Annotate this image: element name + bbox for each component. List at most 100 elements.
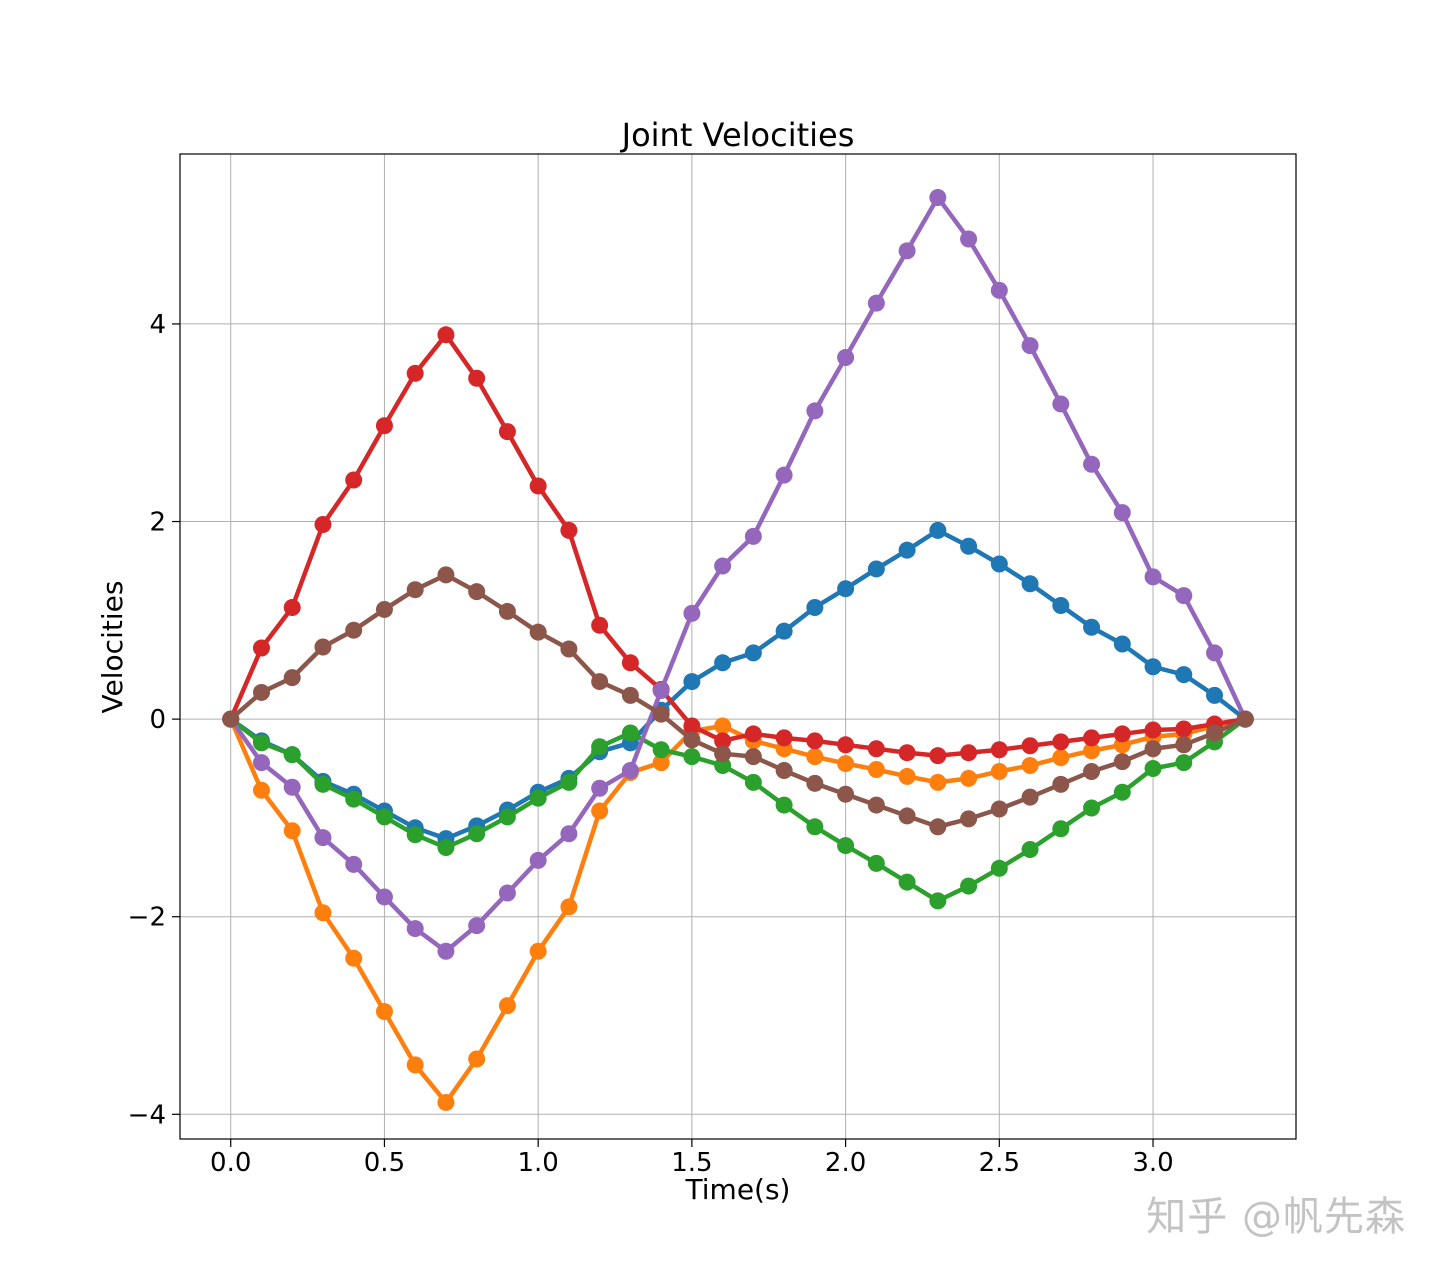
y-axis-label: Velocities [96, 581, 129, 714]
data-point-joint4 [498, 423, 516, 441]
data-point-joint6 [744, 748, 762, 766]
data-point-joint3 [744, 773, 762, 791]
data-point-joint6 [468, 583, 486, 601]
x-tick-label: 1.0 [517, 1148, 558, 1178]
series-line-joint3 [228, 716, 1248, 904]
data-point-joint4 [1113, 725, 1131, 743]
data-point-joint5 [252, 754, 270, 772]
data-point-joint3 [314, 775, 332, 793]
data-point-joint5 [1175, 587, 1193, 605]
data-point-joint4 [714, 732, 732, 750]
data-point-joint6 [683, 731, 701, 749]
data-point-joint4 [314, 515, 332, 533]
watermark-text: 知乎 @帆先森 [1146, 1194, 1406, 1240]
data-point-joint2 [468, 1050, 486, 1068]
data-point-joint1 [1021, 575, 1039, 593]
data-point-joint2 [437, 1093, 455, 1111]
data-point-joint4 [837, 736, 855, 754]
data-point-joint6 [375, 600, 393, 618]
data-point-joint3 [468, 825, 486, 843]
data-point-joint6 [1206, 724, 1224, 742]
data-point-joint4 [990, 741, 1008, 759]
ticks: 0.0 0.5 1.0 1.5 2.0 2.5 3.0 −4 −2 0 2 4 [128, 310, 1174, 1178]
data-point-joint4 [960, 744, 978, 762]
data-point-joint2 [929, 773, 947, 791]
data-point-joint3 [621, 724, 639, 742]
data-point-joint6 [560, 640, 578, 658]
series-line-joint5 [228, 195, 1248, 954]
x-tick-label: 3.0 [1132, 1148, 1173, 1178]
x-tick-label: 1.5 [671, 1148, 712, 1178]
x-tick-label: 0.5 [364, 1148, 405, 1178]
data-point-joint5 [898, 242, 916, 260]
data-point-joint3 [806, 818, 824, 836]
data-point-joint1 [1083, 618, 1101, 636]
data-point-joint2 [1052, 749, 1070, 767]
data-point-joint5 [345, 855, 363, 873]
data-point-joint2 [375, 1003, 393, 1021]
data-point-joint4 [529, 477, 547, 495]
series-joint1 [222, 521, 1254, 848]
data-point-joint6 [314, 638, 332, 656]
data-point-joint4 [1144, 721, 1162, 739]
data-point-joint6 [1083, 762, 1101, 780]
chart-title: Joint Velocities [620, 116, 855, 154]
data-point-joint5 [1083, 455, 1101, 473]
data-point-joint5 [652, 681, 670, 699]
data-point-joint3 [867, 854, 885, 872]
data-point-joint6 [990, 800, 1008, 818]
data-point-joint3 [1021, 841, 1039, 859]
data-point-joint3 [560, 773, 578, 791]
data-point-joint4 [283, 598, 301, 616]
data-point-joint5 [529, 851, 547, 869]
data-point-joint6 [498, 602, 516, 620]
data-point-joint2 [867, 761, 885, 779]
data-point-joint1 [1144, 658, 1162, 676]
data-point-joint3 [591, 738, 609, 756]
data-point-joint2 [314, 904, 332, 922]
data-point-joint6 [1236, 710, 1254, 728]
data-point-joint5 [621, 761, 639, 779]
data-point-joint1 [775, 622, 793, 640]
data-point-joint5 [837, 349, 855, 367]
plot-frame [179, 153, 1297, 1140]
data-point-joint6 [222, 710, 240, 728]
data-point-joint4 [1175, 720, 1193, 738]
data-point-joint1 [898, 541, 916, 559]
data-point-joint5 [744, 527, 762, 545]
data-point-joint4 [252, 639, 270, 657]
data-point-joint4 [560, 521, 578, 539]
series-joint5 [222, 188, 1254, 960]
data-point-joint3 [283, 746, 301, 764]
x-axis-label: Time(s) [685, 1173, 791, 1206]
y-tick-label: 0 [149, 705, 166, 735]
data-point-joint4 [683, 717, 701, 735]
data-point-joint6 [898, 807, 916, 825]
data-point-joint2 [591, 802, 609, 820]
data-point-joint4 [468, 369, 486, 387]
data-point-joint5 [1052, 395, 1070, 413]
data-point-joint2 [406, 1056, 424, 1074]
data-point-joint5 [1144, 568, 1162, 586]
data-point-joint4 [929, 747, 947, 765]
data-point-joint5 [806, 402, 824, 420]
data-point-joint6 [929, 818, 947, 836]
data-point-joint1 [806, 598, 824, 616]
data-point-joint3 [1083, 799, 1101, 817]
data-point-joint3 [714, 757, 732, 775]
data-point-joint3 [1052, 820, 1070, 838]
data-point-joint5 [867, 294, 885, 312]
data-point-joint6 [1175, 736, 1193, 754]
data-point-joint3 [345, 790, 363, 808]
data-point-joint1 [960, 537, 978, 555]
data-point-joint1 [990, 555, 1008, 573]
data-point-joint5 [591, 779, 609, 797]
data-point-joint5 [283, 778, 301, 796]
data-point-joint4 [806, 732, 824, 750]
data-point-joint6 [1021, 788, 1039, 806]
data-point-joint3 [898, 873, 916, 891]
data-point-joint5 [960, 230, 978, 248]
data-point-joint4 [375, 417, 393, 435]
data-point-joint5 [375, 888, 393, 906]
data-point-joint1 [744, 644, 762, 662]
